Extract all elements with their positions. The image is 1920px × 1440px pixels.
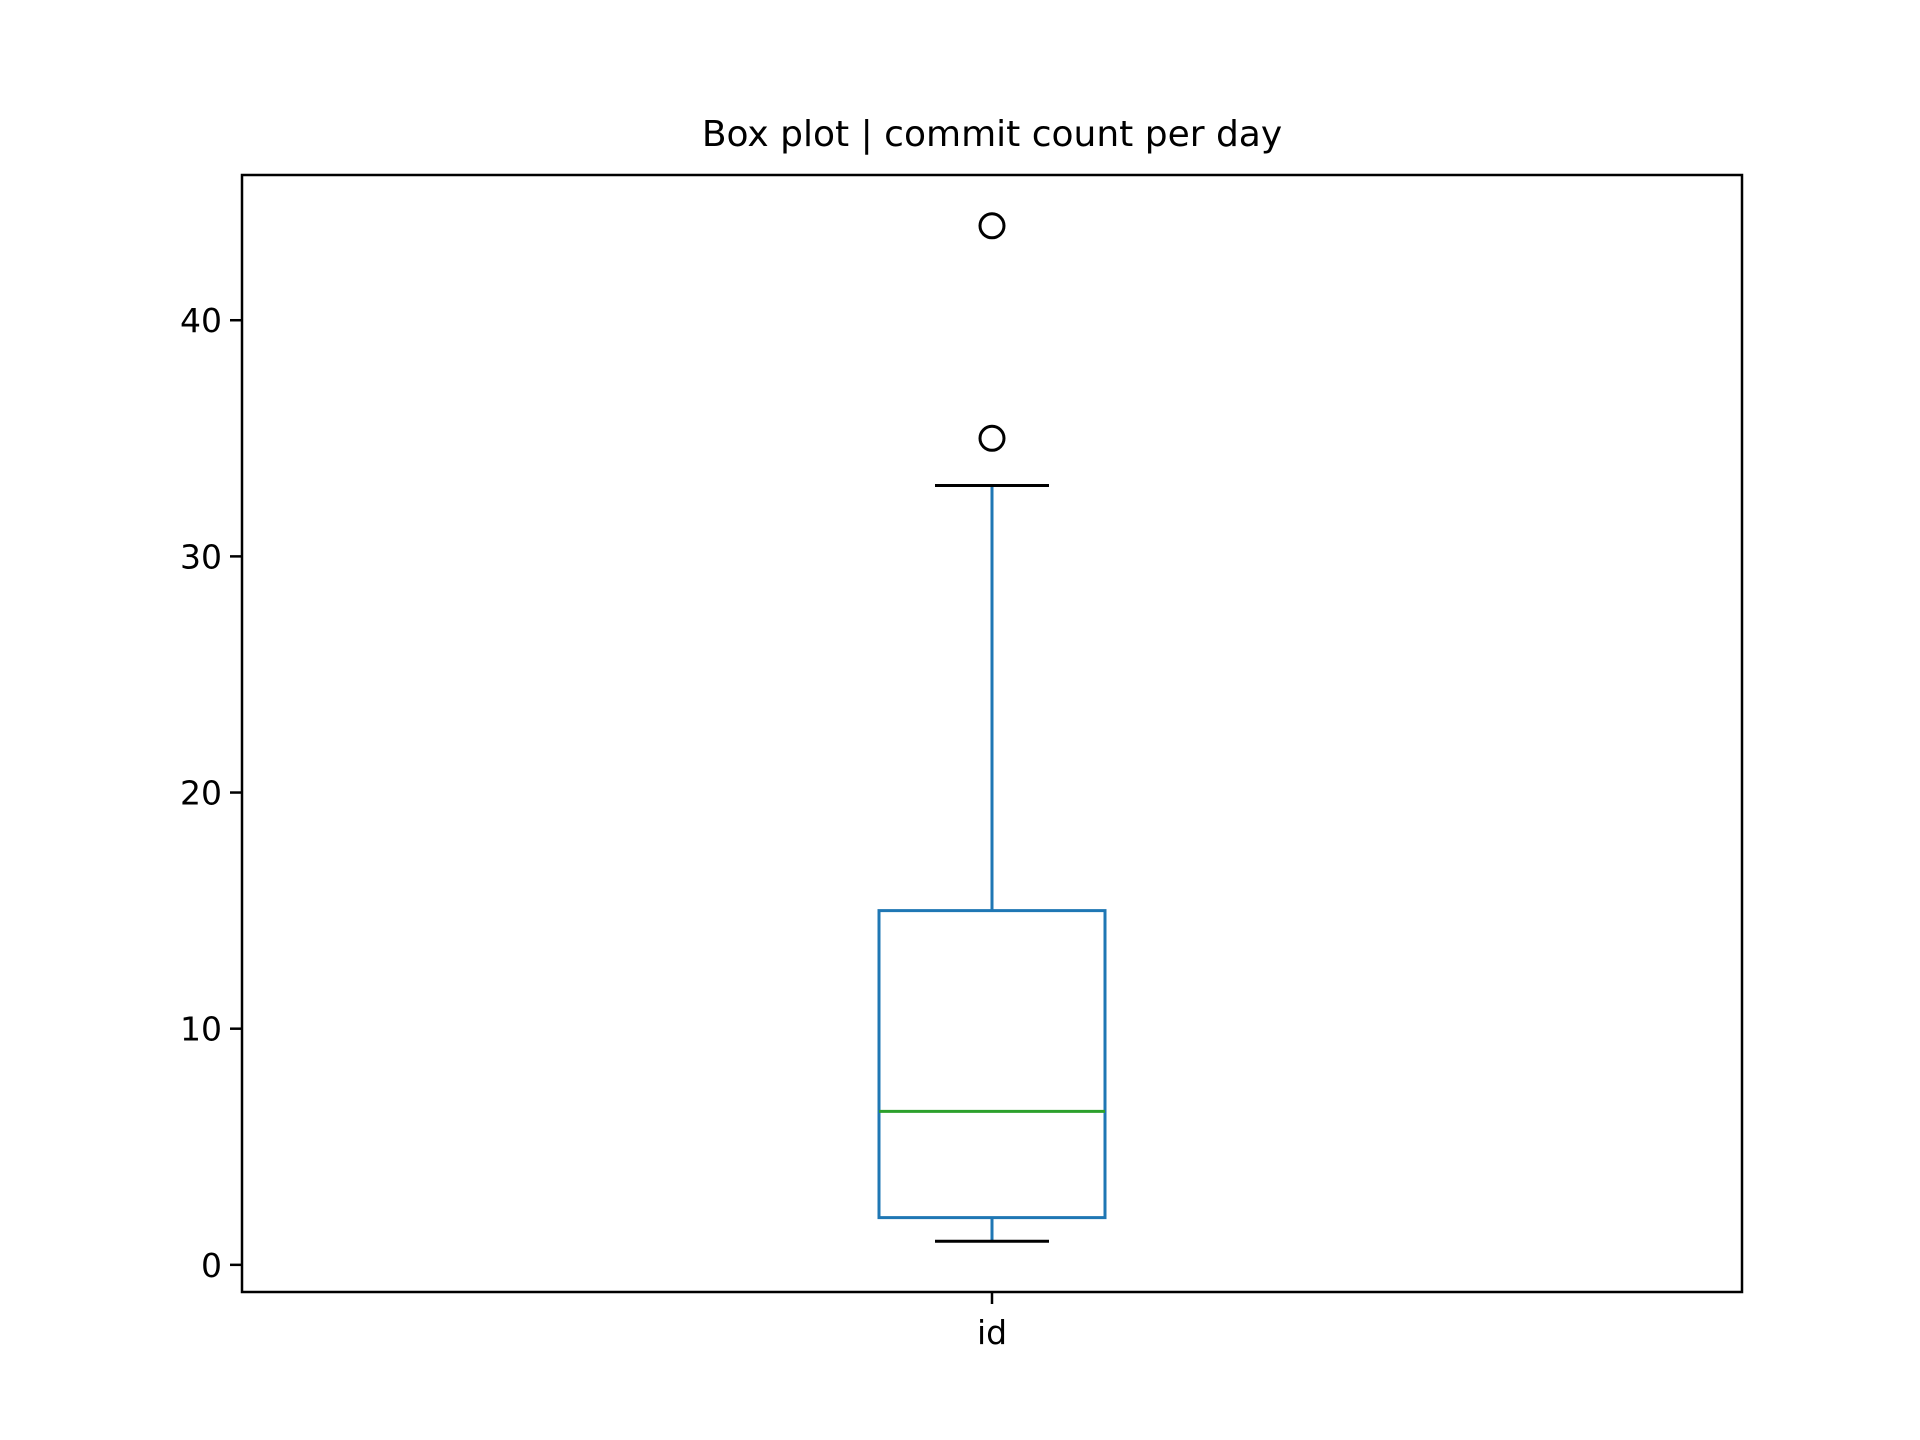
outlier-point [978, 212, 1006, 240]
plot-area: 0 10 20 30 40 id [180, 212, 1107, 1352]
box [877, 909, 1107, 1220]
chart-title: Box plot | commit count per day [702, 114, 1282, 155]
x-tick-label: id [977, 1313, 1007, 1352]
y-tick-label: 10 [180, 1010, 222, 1049]
y-tick-label: 20 [180, 774, 222, 813]
y-tick-label: 0 [201, 1246, 222, 1285]
outlier-point [978, 424, 1006, 452]
y-tick-label: 40 [180, 301, 222, 340]
y-tick-label: 30 [180, 537, 222, 576]
axes-frame [240, 173, 1744, 1294]
